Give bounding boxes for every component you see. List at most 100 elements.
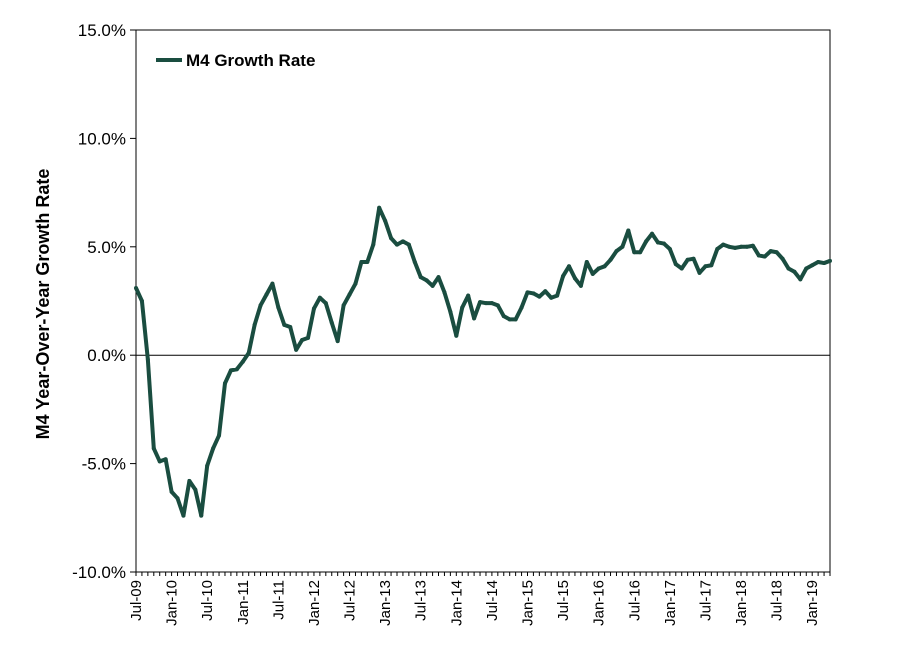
data-point [466, 293, 471, 298]
series-layer [134, 205, 832, 518]
data-point [306, 335, 311, 340]
data-point [644, 239, 649, 244]
data-point [501, 314, 506, 319]
data-point [721, 242, 726, 247]
data-point [626, 228, 631, 233]
data-point [531, 291, 536, 296]
data-point [638, 250, 643, 255]
data-point [584, 259, 589, 264]
x-tick-label: Jan-15 [519, 580, 536, 626]
data-point [685, 257, 690, 262]
data-point [199, 513, 204, 518]
data-point [590, 271, 595, 276]
data-point [756, 253, 761, 258]
data-point [828, 258, 832, 263]
data-point [495, 303, 500, 308]
data-point [709, 263, 714, 268]
data-point [768, 249, 773, 254]
data-point [774, 250, 779, 255]
y-axis-label: M4 Year-Over-Year Growth Rate [33, 169, 53, 440]
x-tick-label: Jan-19 [804, 580, 821, 626]
data-point [519, 305, 524, 310]
data-point [632, 250, 637, 255]
x-axis-ticks: Jul-09 Jan-10 Jul-10 Jan-11 Jul-11 Jan-12 Jul-… [128, 572, 831, 626]
data-point [555, 293, 560, 298]
data-point [288, 325, 293, 330]
data-point [673, 262, 678, 267]
data-point [377, 205, 382, 210]
data-point [365, 259, 370, 264]
data-point [139, 299, 144, 303]
data-point [240, 359, 245, 364]
data-point [400, 239, 405, 244]
data-point [228, 368, 233, 373]
data-point [383, 218, 388, 223]
data-point [300, 338, 305, 343]
data-point [134, 285, 138, 290]
x-tick-label: Jan-17 [662, 580, 679, 626]
y-tick-label: -5.0% [82, 455, 126, 474]
data-point [483, 301, 488, 306]
x-tick-label: Jul-16 [626, 580, 643, 621]
x-tick-label: Jul-09 [128, 580, 145, 621]
data-point [822, 261, 827, 266]
data-point [679, 266, 684, 271]
data-point [602, 264, 607, 269]
data-point [762, 254, 767, 259]
data-point [353, 281, 358, 286]
data-point [394, 242, 399, 247]
data-point [614, 249, 619, 254]
data-point [270, 281, 275, 286]
data-point [217, 433, 222, 438]
x-tick-label: Jul-10 [199, 580, 216, 621]
data-point [389, 236, 394, 241]
y-tick-label: 0.0% [87, 346, 126, 365]
data-point [246, 351, 251, 356]
x-tick-label: Jan-12 [306, 580, 323, 626]
x-tick-label: Jan-11 [235, 580, 252, 625]
data-point [786, 266, 791, 271]
x-tick-label: Jan-14 [448, 580, 465, 626]
data-point [513, 317, 518, 322]
x-tick-label: Jan-18 [733, 580, 750, 626]
data-point [163, 457, 168, 462]
data-point [472, 316, 477, 321]
data-point [608, 257, 613, 262]
data-point [739, 244, 744, 249]
data-point [727, 244, 732, 249]
data-point [294, 347, 299, 352]
x-tick-label: Jan-13 [377, 580, 394, 626]
data-point [578, 283, 583, 288]
data-point [412, 259, 417, 264]
data-point [733, 245, 738, 250]
data-point [175, 496, 180, 501]
y-tick-label: 5.0% [87, 238, 126, 257]
data-point [620, 244, 625, 249]
data-point [430, 283, 435, 288]
data-point [650, 231, 655, 236]
data-point [561, 274, 566, 279]
data-point [448, 309, 453, 314]
data-point [697, 270, 702, 275]
x-tick-label: Jan-10 [164, 580, 181, 626]
data-point [804, 266, 809, 271]
x-tick-label: Jul-18 [769, 580, 786, 621]
data-point [329, 320, 334, 325]
data-point [780, 256, 785, 261]
data-point [810, 263, 815, 268]
data-point [371, 242, 376, 247]
data-point [478, 300, 483, 305]
x-tick-label: Jul-14 [484, 580, 501, 621]
data-point [335, 339, 340, 344]
data-point [157, 459, 162, 464]
data-point [311, 306, 316, 311]
data-point [187, 478, 192, 483]
x-tick-label: Jul-15 [555, 580, 572, 621]
data-point [537, 294, 542, 299]
data-point [222, 381, 227, 386]
data-point [489, 301, 494, 306]
data-point [442, 290, 447, 295]
data-point [655, 240, 660, 245]
legend-label: M4 Growth Rate [186, 51, 315, 70]
